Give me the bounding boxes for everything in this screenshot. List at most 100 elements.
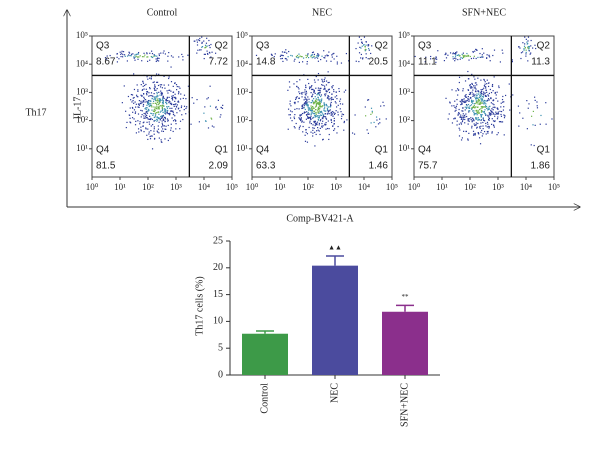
event-dot <box>303 111 306 113</box>
event-dot <box>163 125 165 127</box>
event-dot <box>163 75 165 77</box>
event-dot <box>148 123 151 125</box>
event-dot <box>208 44 210 47</box>
event-dot <box>527 36 530 38</box>
event-dot <box>479 102 481 104</box>
event-dot <box>160 84 163 86</box>
event-dot <box>327 97 329 99</box>
event-dot <box>300 117 302 119</box>
event-dot <box>307 53 309 55</box>
y-tick-label: 15 <box>213 289 223 300</box>
event-dot <box>363 44 365 46</box>
x-tick-label: Control <box>259 383 270 414</box>
event-dot <box>173 96 175 99</box>
event-dot <box>324 116 327 118</box>
event-dot <box>461 121 464 123</box>
event-dot <box>177 93 180 95</box>
event-dot <box>174 115 176 117</box>
event-dot <box>201 42 203 44</box>
event-dot <box>497 111 499 113</box>
event-dot <box>120 55 122 58</box>
event-dot <box>480 118 483 121</box>
event-dot <box>334 96 336 98</box>
event-dot <box>473 87 475 89</box>
event-dot <box>314 81 316 83</box>
event-dot <box>487 107 489 109</box>
event-dot <box>332 115 334 117</box>
event-dot <box>362 57 364 59</box>
event-dot <box>338 90 340 93</box>
x-tick-label: NEC <box>329 383 340 403</box>
event-dot <box>153 96 155 98</box>
event-dot <box>205 42 208 44</box>
event-dot <box>486 54 488 56</box>
event-dot <box>162 125 164 127</box>
event-dot <box>472 100 475 102</box>
event-dot <box>316 124 318 126</box>
event-dot <box>316 103 318 105</box>
event-dot <box>153 54 156 56</box>
event-dot <box>529 53 531 55</box>
event-dot <box>522 117 524 119</box>
event-dot <box>325 124 327 126</box>
event-dot <box>172 111 174 113</box>
event-dot <box>525 51 527 54</box>
event-dot <box>322 125 324 127</box>
event-dot <box>379 122 381 124</box>
event-dot <box>315 104 318 106</box>
event-dot <box>318 112 320 115</box>
event-dot <box>282 54 284 57</box>
quadrant-name: Q2 <box>537 41 551 52</box>
event-dot <box>317 108 319 111</box>
event-dot <box>154 89 156 91</box>
event-dot <box>492 103 494 105</box>
event-dot <box>460 103 462 106</box>
event-dot <box>166 118 169 120</box>
event-dot <box>313 89 315 91</box>
event-dot <box>149 94 151 97</box>
event-dot <box>163 116 166 119</box>
event-dot <box>310 108 312 110</box>
event-dot <box>157 107 159 109</box>
event-dot <box>201 41 203 43</box>
event-dot <box>472 89 474 91</box>
event-dot <box>460 114 462 116</box>
event-dot <box>434 58 437 60</box>
event-dot <box>518 125 520 127</box>
event-dot <box>219 116 221 118</box>
event-dot <box>478 112 481 114</box>
event-dot <box>465 94 467 96</box>
event-dot <box>445 97 447 99</box>
event-dot <box>158 132 160 134</box>
event-dot <box>161 108 164 110</box>
event-dot <box>333 129 335 132</box>
event-dot <box>483 130 486 133</box>
event-dot <box>307 113 309 116</box>
event-dot <box>484 105 487 107</box>
event-dot <box>135 53 137 56</box>
quadrant-name: Q3 <box>418 41 432 52</box>
event-dot <box>149 88 151 90</box>
panel-title: NEC <box>312 7 332 18</box>
event-dot <box>460 116 462 118</box>
event-dot <box>325 84 328 86</box>
event-dot <box>180 105 183 107</box>
event-dot <box>471 127 473 129</box>
event-dot <box>160 90 162 92</box>
event-dot <box>469 92 471 94</box>
event-dot <box>482 111 484 113</box>
event-dot <box>145 108 147 111</box>
event-dot <box>332 110 334 113</box>
event-dot <box>364 46 366 48</box>
event-dot <box>337 104 339 106</box>
event-dot <box>159 99 162 101</box>
event-dot <box>313 91 315 93</box>
event-dot <box>183 105 186 107</box>
event-dot <box>141 89 144 91</box>
event-dot <box>296 81 298 83</box>
event-dot <box>163 105 165 107</box>
event-dot <box>300 114 302 116</box>
event-dot <box>296 56 298 58</box>
event-dot <box>492 106 494 108</box>
event-dot <box>321 105 323 108</box>
